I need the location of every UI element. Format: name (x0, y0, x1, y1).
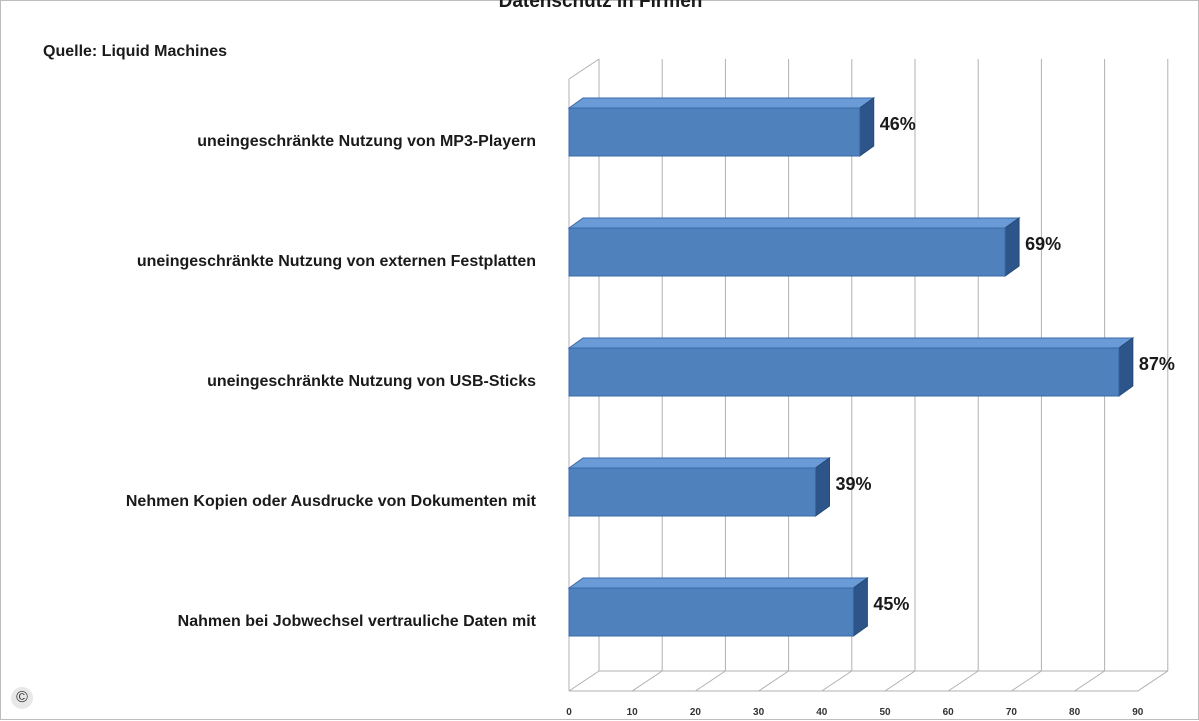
bar-value-label: 39% (835, 474, 871, 494)
floor-grid-diagonal (821, 670, 853, 692)
bar-side-face (859, 97, 875, 157)
x-tick-label: 0 (566, 707, 572, 718)
copyright-icon: © (11, 687, 33, 709)
bar-top-face (567, 457, 832, 469)
bar (568, 227, 1006, 277)
bar (568, 347, 1120, 397)
x-tick-label: 60 (943, 707, 955, 718)
bar-side-face (852, 577, 868, 637)
floor-grid-diagonal (758, 670, 789, 692)
category-label: Nehmen Kopien oder Ausdrucke von Dokumen… (126, 493, 537, 510)
x-tick-label: 70 (1006, 707, 1018, 718)
bar-value-label: 46% (880, 114, 916, 134)
x-tick-label: 40 (816, 707, 828, 718)
bar-top-face (567, 97, 876, 109)
bar-value-label: 45% (873, 594, 909, 614)
chart-title: Datenschutz in Firmen (498, 0, 703, 12)
x-tick-label: 20 (690, 707, 702, 718)
bar (568, 467, 816, 517)
bar (568, 107, 861, 157)
x-tick-label: 90 (1132, 707, 1144, 718)
category-label: uneingeschränkte Nutzung von MP3-Playern (197, 133, 536, 150)
bar (568, 587, 854, 637)
bar-side-face (814, 457, 830, 517)
bar-side-face (1118, 337, 1134, 397)
floor-grid-diagonal (568, 670, 600, 692)
floor-grid-diagonal (695, 670, 726, 692)
floor-grid-diagonal (1137, 670, 1169, 692)
floor-grid-diagonal (631, 670, 663, 692)
floor-grid-diagonal (884, 670, 916, 692)
floor-grid-diagonal (947, 670, 979, 692)
x-tick-label: 30 (753, 707, 765, 718)
source-label: Quelle: Liquid Machines (43, 43, 228, 60)
x-tick-label: 50 (879, 707, 891, 718)
x-tick-label: 80 (1069, 707, 1081, 718)
bar-side-face (1004, 217, 1020, 277)
category-label: Nahmen bei Jobwechsel vertrauliche Daten… (178, 613, 537, 630)
category-label: uneingeschränkte Nutzung von externen Fe… (137, 253, 536, 270)
category-label: uneingeschränkte Nutzung von USB-Sticks (207, 373, 536, 390)
x-tick-label: 10 (627, 707, 639, 718)
bar-value-label: 69% (1025, 234, 1061, 254)
bar-top-face (567, 337, 1135, 349)
floor-grid-diagonal (1074, 670, 1105, 692)
bar-top-face (567, 577, 869, 589)
bar-value-label: 87% (1139, 354, 1175, 374)
bar-top-face (567, 217, 1021, 229)
floor-grid-diagonal (1011, 670, 1042, 692)
wall-top-diagonal (568, 58, 600, 80)
